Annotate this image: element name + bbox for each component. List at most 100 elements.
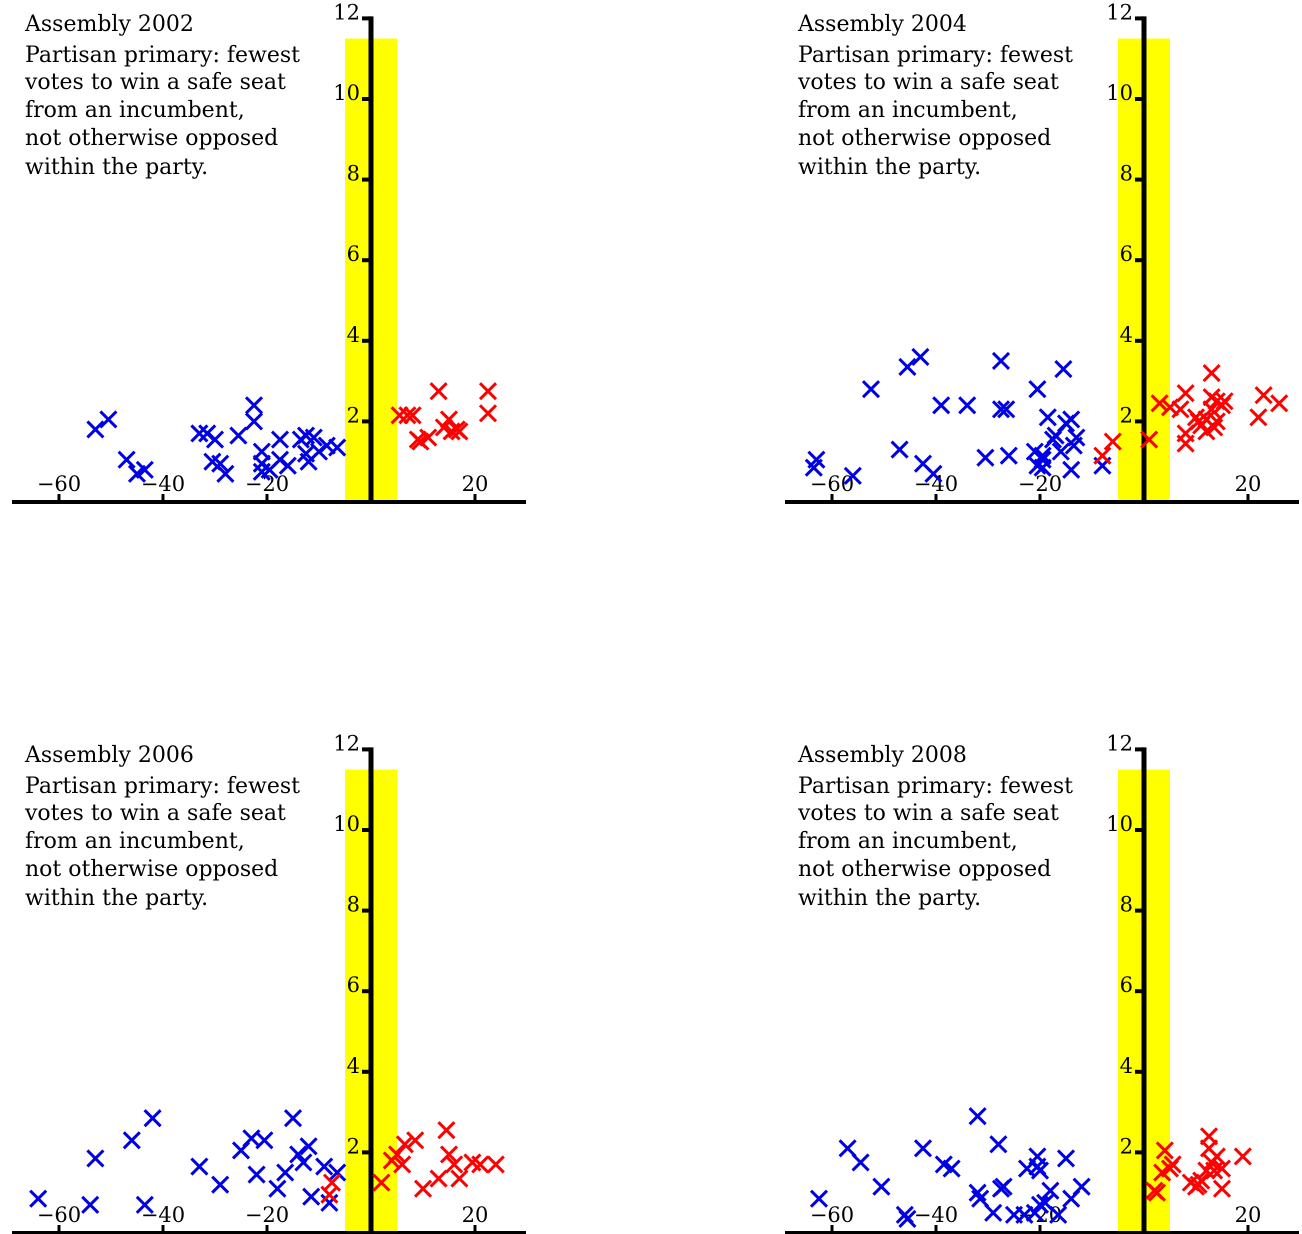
y-tick-label: 12 (333, 731, 360, 755)
blue-point (86, 420, 105, 439)
red-point (406, 1131, 425, 1150)
y-tick-label: 10 (333, 812, 360, 836)
y-tick-label: 6 (347, 973, 360, 997)
blue-point (924, 464, 943, 483)
x-tick-label: −40 (141, 472, 185, 496)
blue-point (991, 400, 1011, 419)
red-point (1150, 394, 1169, 413)
y-tick-label: 8 (1120, 893, 1133, 917)
red-point (1147, 1183, 1167, 1202)
y-tick-label: 10 (1106, 81, 1133, 105)
blue-point (1028, 380, 1047, 399)
y-tick-label: 2 (347, 1134, 360, 1158)
blue-point (143, 1109, 162, 1128)
y-tick-label: 2 (1120, 1134, 1133, 1158)
red-point (322, 1173, 342, 1192)
blue-point (244, 396, 264, 415)
blue-point (997, 400, 1016, 419)
blue-point (283, 1109, 303, 1128)
blue-point (999, 446, 1018, 465)
red-point (1202, 363, 1221, 383)
red-point (429, 382, 448, 401)
blue-point (276, 1163, 295, 1182)
blue-point (1062, 460, 1081, 479)
red-point (398, 406, 417, 425)
title-line: not otherwise opposed (798, 857, 1051, 882)
blue-point (278, 456, 297, 475)
red-point (478, 404, 498, 423)
y-tick-label: 4 (1120, 1054, 1133, 1078)
red-point (478, 382, 498, 401)
red-point (1163, 1155, 1182, 1174)
title-line: Partisan primary: fewest (798, 774, 1073, 799)
blue-point (1051, 442, 1070, 461)
blue-point (294, 1153, 313, 1172)
blue-point (1054, 359, 1073, 379)
blue-point (898, 1209, 917, 1228)
title-line: not otherwise opposed (798, 126, 1051, 151)
blue-point (135, 460, 154, 479)
y-tick-label: 4 (347, 1054, 360, 1078)
red-point (1254, 386, 1273, 405)
red-point (1207, 1147, 1226, 1166)
title-line: from an incumbent, (798, 98, 1018, 123)
blue-point (1030, 1195, 1050, 1214)
blue-point (898, 357, 917, 377)
blue-point (328, 1163, 347, 1182)
y-tick-label: 12 (333, 0, 360, 24)
blue-point (270, 430, 290, 449)
x-tick-label: −60 (37, 472, 81, 496)
y-tick-label: 12 (1106, 731, 1133, 755)
blue-point (86, 1149, 105, 1168)
title-line: Partisan primary: fewest (25, 43, 300, 68)
red-point (395, 1135, 414, 1154)
blue-point (1033, 450, 1052, 469)
x-tick-label: −20 (1018, 472, 1062, 496)
blue-point (216, 464, 235, 483)
y-tick-label: 8 (347, 893, 360, 917)
blue-point (211, 454, 230, 473)
title-line: within the party. (798, 886, 981, 911)
red-point (1215, 392, 1234, 411)
y-tick-label: 8 (1120, 162, 1133, 186)
blue-point (1067, 428, 1086, 447)
x-tick-label: 20 (1235, 472, 1262, 496)
red-point (1176, 384, 1195, 403)
red-point (429, 1169, 448, 1188)
title-line: Assembly 2006 (24, 743, 194, 768)
red-point (442, 422, 461, 441)
blue-point (255, 1131, 274, 1150)
blue-point (1056, 1149, 1076, 1168)
title-line: not otherwise opposed (25, 126, 278, 151)
red-point (1197, 1161, 1216, 1180)
blue-point (807, 450, 826, 469)
blue-point (229, 426, 248, 445)
blue-point (299, 1137, 318, 1156)
y-tick-label: 6 (347, 242, 360, 266)
blue-point (911, 347, 930, 366)
blue-point (211, 1175, 230, 1194)
title-line: from an incumbent, (25, 98, 245, 123)
blue-point (135, 1195, 154, 1214)
panel-title: Assembly 2004 Partisan primary: fewest vot… (797, 12, 1073, 180)
title-line: Assembly 2008 (797, 743, 967, 768)
blue-point (1041, 1181, 1060, 1200)
title-line: votes to win a safe seat (797, 801, 1059, 826)
red-point (1176, 434, 1195, 453)
red-point (486, 1155, 505, 1174)
red-point (372, 1173, 391, 1192)
x-tick-label: 20 (462, 472, 489, 496)
blue-point (122, 1131, 141, 1150)
red-point (1202, 400, 1221, 419)
blue-point (809, 1189, 829, 1208)
blue-point (268, 1179, 287, 1198)
blue-point (1049, 1205, 1068, 1224)
red-point (471, 1155, 490, 1174)
blue-point (1028, 1147, 1047, 1166)
blue-point (913, 1139, 933, 1158)
red-point (1233, 1147, 1252, 1166)
